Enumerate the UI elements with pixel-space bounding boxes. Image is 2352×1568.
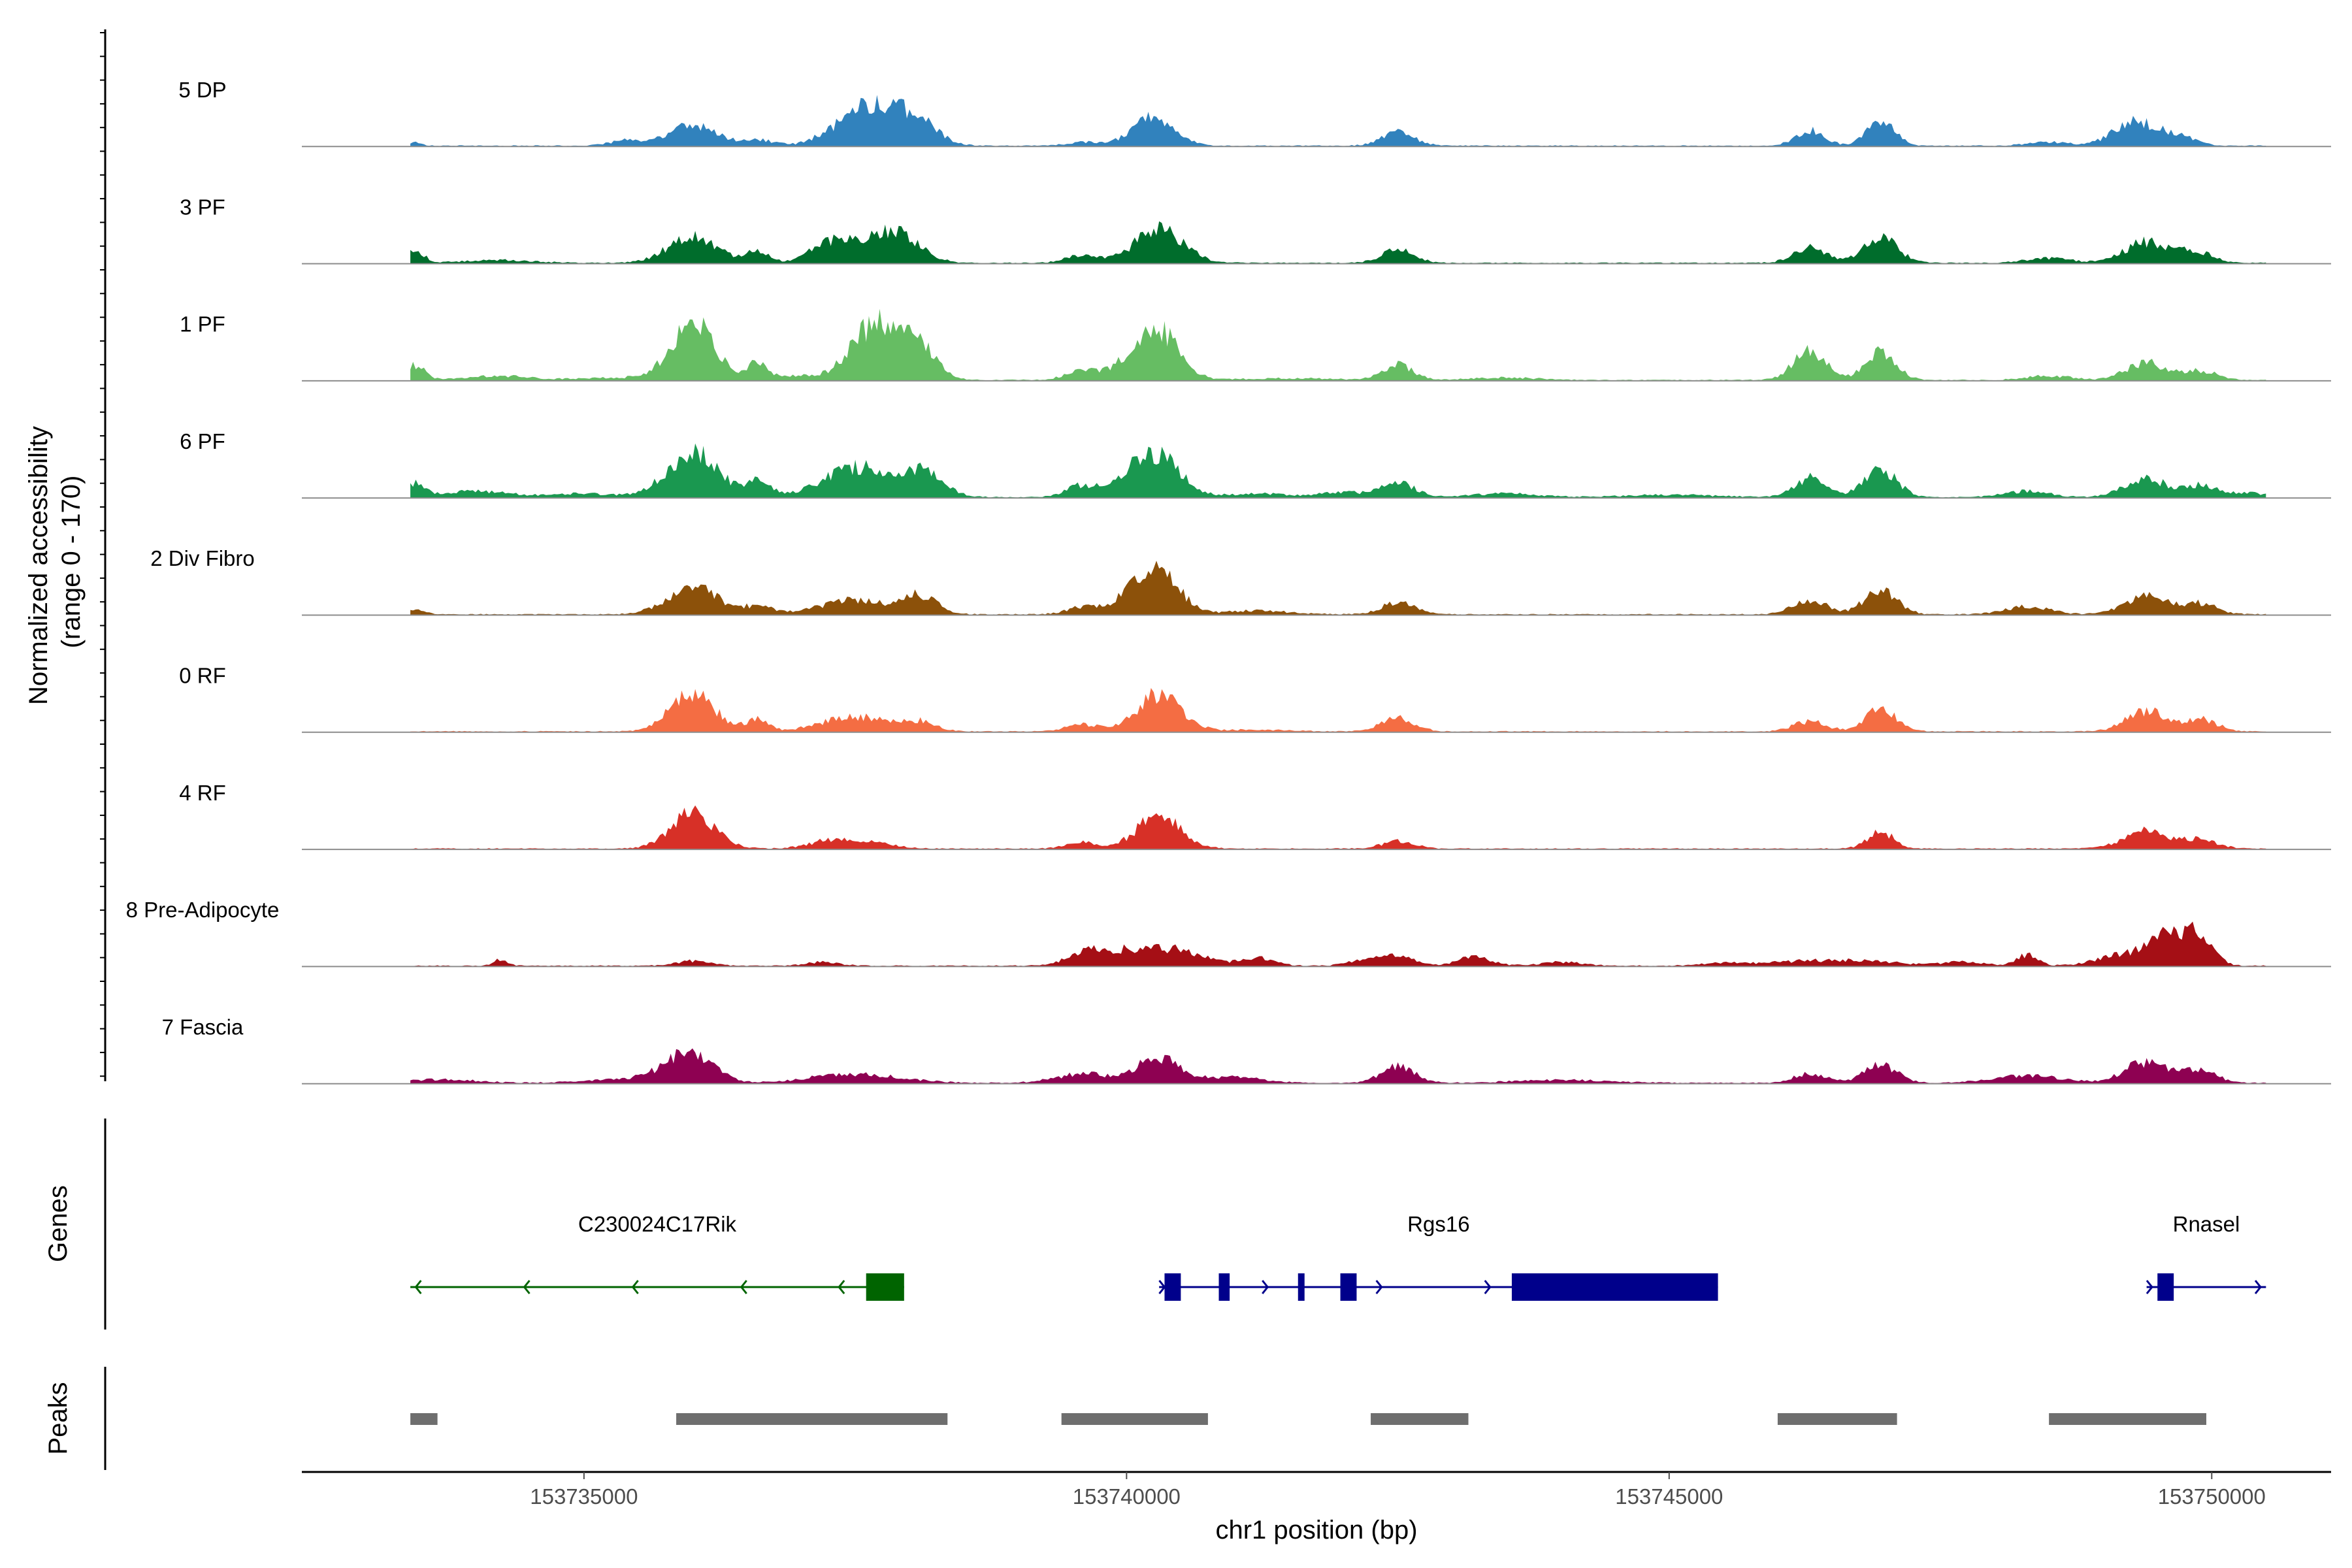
x-tick-label: 153740000 [1073,1484,1181,1509]
track-5: 2 Div Fibro [150,546,2331,616]
strand-chevron-icon [2146,1280,2153,1294]
gene-exon [1164,1273,1181,1301]
track-7: 4 RF [179,781,2331,851]
x-axis-title: chr1 position (bp) [1215,1516,1417,1544]
track-4: 6 PF [180,429,2331,499]
track-label: 5 DP [178,78,226,102]
coverage-tracks: 5 DP 3 PF 1 PF 6 PF 2 Div Fibro 0 RF 4 RF 8 Pre… [126,78,2331,1085]
x-tick-label: 153735000 [530,1484,638,1509]
track-8: 8 Pre-Adipocyte [126,898,2331,968]
gene-exon [866,1273,904,1301]
coverage-area [410,688,2266,732]
peaks-panel [410,1413,2206,1425]
coverage-area [410,308,2266,381]
x-axis-ticks: 153735000 153740000 153745000 153750000 [530,1472,2266,1509]
track-label: 7 Fascia [162,1015,244,1039]
track-label: 3 PF [180,195,225,219]
track-label: 0 RF [179,664,226,688]
gene-label: Rgs16 [1407,1212,1469,1236]
gene-rgs16: Rgs16 [1158,1212,1718,1301]
strand-chevron-icon [631,1280,639,1294]
peak-region [1777,1413,1897,1425]
strand-chevron-icon [1484,1280,1492,1294]
coverage-area [410,221,2266,264]
coverage-area [410,95,2266,147]
track-label: 8 Pre-Adipocyte [126,898,280,922]
track-label: 2 Div Fibro [150,546,255,570]
y-axis-title: Normalized accessibility (range 0 - 170) [24,419,86,705]
y-axis-title-line1: Normalized accessibility [24,426,53,705]
strand-chevron-icon [414,1280,422,1294]
gene-label: Rnasel [2173,1212,2240,1236]
track-2: 3 PF [180,195,2331,265]
track-3: 1 PF [180,308,2331,382]
peak-region [1371,1413,1469,1425]
y-axis-title-line2: (range 0 - 170) [57,476,86,649]
coverage-area [410,1048,2266,1084]
peak-region [410,1413,438,1425]
coverage-area [410,443,2266,498]
gene-exon [1218,1273,1230,1301]
peak-region [2049,1413,2206,1425]
y-axis-ticks [100,32,105,1077]
genes-panel: C230024C17Rik Rgs16 Rnasel [410,1212,2266,1301]
gene-rnasel: Rnasel [2146,1212,2266,1301]
gene-label: C230024C17Rik [578,1212,737,1236]
track-label: 1 PF [180,312,225,336]
gene-exon [1511,1273,1718,1301]
x-tick-label: 153745000 [1615,1484,1723,1509]
gene-exon [1298,1273,1305,1301]
peak-region [1061,1413,1208,1425]
peaks-title: Peaks [44,1382,73,1454]
strand-chevron-icon [2254,1280,2262,1294]
genes-title: Genes [44,1185,73,1262]
track-label: 4 RF [179,781,226,805]
strand-chevron-icon [1375,1280,1383,1294]
track-6: 0 RF [179,664,2331,733]
strand-chevron-icon [1262,1280,1269,1294]
strand-chevron-icon [523,1280,531,1294]
track-9: 7 Fascia [162,1015,2331,1085]
x-tick-label: 153750000 [2158,1484,2266,1509]
strand-chevron-icon [740,1280,747,1294]
strand-chevron-icon [838,1280,845,1294]
gene-exon [1340,1273,1357,1301]
gene-exon [2157,1273,2174,1301]
peak-region [676,1413,948,1425]
track-label: 6 PF [180,429,225,453]
track-1: 5 DP [178,78,2331,148]
gene-c230024c17rik: C230024C17Rik [410,1212,904,1301]
